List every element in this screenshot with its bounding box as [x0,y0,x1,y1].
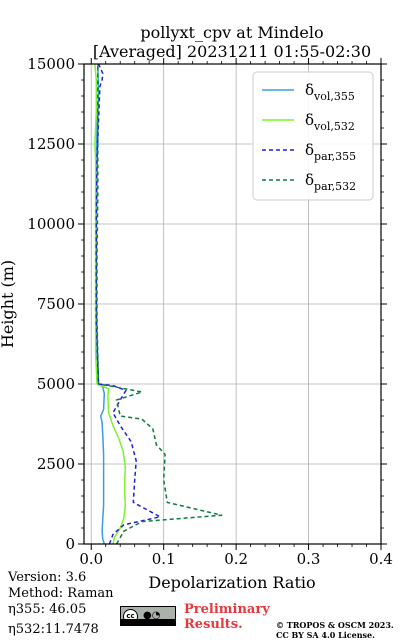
legend-label: δpar,355 [305,141,356,163]
x-tick-label: 0.3 [297,550,321,568]
y-tick-label: 2500 [37,455,75,473]
eta532-label: η532: [8,622,45,637]
by-sa-icons: ●◔ [143,610,161,621]
version-text: Version: 3.6 [8,570,87,585]
chart-title: pollyxt_cpv at Mindelo [140,23,323,42]
x-tick-label: 0.1 [152,550,176,568]
y-tick-label: 7500 [37,295,75,313]
eta355-value: 46.05 [49,602,87,617]
credit-line1: © TROPOS & OSCM 2023. [276,620,394,630]
x-tick-label: 0.2 [224,550,248,568]
eta532-value: 11.7478 [44,622,99,637]
y-tick-label: 15000 [27,55,75,73]
legend-label: δvol,532 [305,111,355,133]
series-layer [94,63,223,545]
legend-box [252,71,374,201]
preliminary-results-text: Preliminary Results. [184,602,270,632]
method-text: Method: Raman [8,586,114,601]
series-line-2 [94,63,127,545]
badge-strip [121,619,175,625]
series-line-3 [95,63,161,545]
x-tick-label: 0.4 [369,550,393,568]
axis-ticks: 0.0 0.1 0.2 0.3 0.4 0 2500 5000 7500 10000 12500 15… [27,55,393,568]
credit-text: © TROPOS & OSCM 2023. CC BY SA 4.0 Licen… [276,620,394,640]
y-tick-label: 12500 [27,135,75,153]
chart-subtitle: [Averaged] 20231211 01:55-02:30 [93,42,371,61]
legend-label: δpar,532 [305,171,356,193]
y-tick-label: 10000 [27,215,75,233]
eta532-row: η532:11.7478 [8,622,99,638]
x-axis-label: Depolarization Ratio [148,573,315,592]
credit-line2: CC BY SA 4.0 License. [276,630,375,640]
series-line-4 [96,64,223,545]
y-tick-label: 0 [65,535,75,553]
y-axis-label: Height (m) [0,260,17,348]
legend: δvol,355 δvol,532 δpar,355 δpar,532 [252,71,374,201]
eta355-row: η355: 46.05 [8,602,86,618]
x-tick-label: 0.0 [79,550,103,568]
legend-label: δvol,355 [305,81,355,103]
preliminary-line1: Preliminary [184,602,270,617]
y-tick-label: 5000 [37,375,75,393]
cc-license-badge: cc ●◔ [120,606,176,626]
eta355-label: η355: [8,602,45,617]
preliminary-line2: Results. [184,617,243,632]
